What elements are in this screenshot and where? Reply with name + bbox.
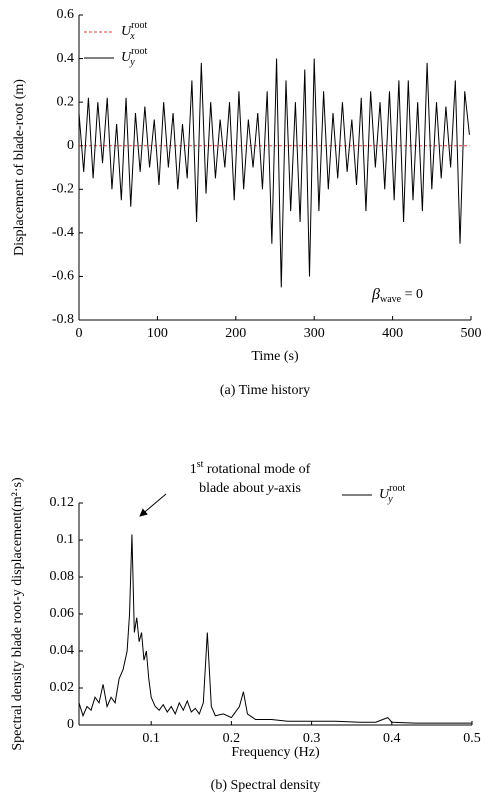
- y-tick-label: 0: [67, 717, 74, 732]
- y-tick-label: -0.8: [52, 312, 74, 327]
- annotation-part: blade about: [199, 481, 267, 496]
- annotation-part: rotational mode of: [203, 462, 310, 477]
- y-tick-label: 0.08: [50, 569, 75, 584]
- annotation-sub: wave: [380, 294, 402, 305]
- legend-name: U: [121, 50, 132, 65]
- legend-label: Uroot x: [121, 20, 147, 42]
- legend-sup: root: [131, 20, 147, 31]
- legend-name: U: [379, 487, 390, 502]
- annotation-arrow: [139, 493, 167, 517]
- y-tick-label: 0: [67, 138, 74, 153]
- x-tick-label: 0.2: [223, 731, 241, 746]
- y-tick-label: 0.04: [50, 643, 75, 658]
- annotation: βwave = 0: [371, 286, 423, 306]
- data-line: [78, 534, 472, 724]
- x-tick-label: 0.5: [463, 731, 481, 746]
- caption: (b) Spectral density: [211, 778, 321, 793]
- legend-sub: y: [387, 494, 393, 505]
- x-axis-label: Frequency (Hz): [231, 745, 320, 760]
- x-tick-label: 0.1: [142, 731, 160, 746]
- y-tick-label: -0.2: [52, 182, 74, 197]
- x-tick-label: 0.4: [383, 731, 401, 746]
- x-tick-label: 500: [461, 326, 481, 341]
- annotation: blade about y-axis: [199, 481, 301, 496]
- y-tick-label: 0.02: [50, 680, 75, 695]
- annotation-part: y: [265, 481, 274, 496]
- legend-sup: root: [131, 46, 147, 57]
- y-axis-label: Displacement of blade-root (m): [12, 79, 27, 256]
- legend-label: Uroot y: [121, 46, 147, 68]
- annotation-text: = 0: [401, 287, 423, 302]
- y-tick-label: 0.12: [50, 495, 75, 510]
- y-tick-label: 0.2: [57, 94, 75, 109]
- annotation-part: st: [197, 459, 204, 470]
- annotation-part: 1: [190, 462, 197, 477]
- x-tick-label: 0: [76, 326, 83, 341]
- legend-sub: y: [129, 57, 135, 68]
- annotation: 1st rotational mode of: [190, 459, 311, 477]
- y-tick-label: 0.4: [57, 51, 75, 66]
- y-tick-label: -0.4: [52, 225, 74, 240]
- annotation-symbol: β: [371, 286, 380, 303]
- x-axis-label: Time (s): [251, 349, 299, 364]
- legend-sub: x: [129, 31, 135, 42]
- x-tick-label: 400: [382, 326, 403, 341]
- data-line: [78, 58, 470, 288]
- y-tick-label: 0.1: [57, 532, 75, 547]
- caption: (a) Time history: [220, 383, 310, 398]
- y-tick-label: -0.6: [52, 269, 74, 284]
- x-tick-label: 200: [225, 326, 246, 341]
- y-tick-label: 0.6: [57, 7, 75, 22]
- legend-name: U: [121, 24, 132, 39]
- x-tick-label: 100: [147, 326, 168, 341]
- legend-sup: root: [389, 483, 405, 494]
- y-axis-label: Spectral density blade root-y displaceme…: [10, 477, 25, 751]
- annotation-part: -axis: [274, 481, 301, 496]
- x-tick-label: 300: [304, 326, 325, 341]
- x-tick-label: 0.3: [303, 731, 321, 746]
- legend-label: Uroot y: [379, 483, 405, 505]
- y-tick-label: 0.06: [50, 606, 75, 621]
